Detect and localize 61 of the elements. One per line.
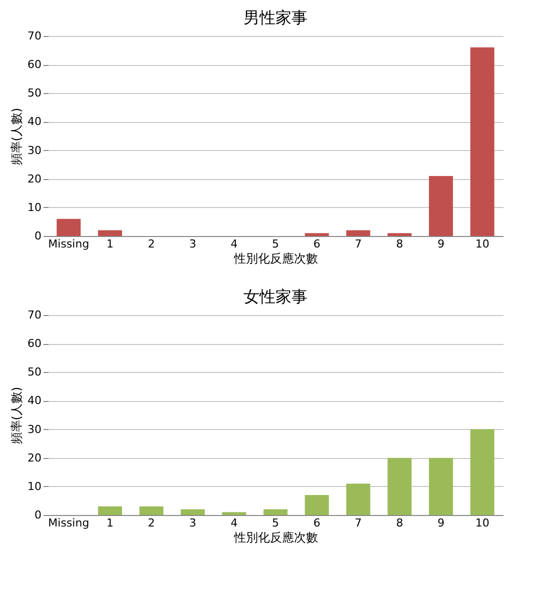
x-tick-label: 7 [354, 516, 362, 530]
x-tick-label: 8 [396, 238, 404, 250]
y-tick-label: 10 [28, 480, 42, 493]
x-tick-label: 9 [437, 238, 444, 250]
y-tick-label: 40 [28, 394, 42, 408]
bar [56, 218, 81, 236]
x-tick-label: 3 [189, 516, 196, 530]
y-tick-label: 10 [28, 200, 42, 214]
y-tick-label: 70 [28, 308, 42, 322]
bar [388, 233, 412, 236]
x-tick-label: 4 [230, 516, 238, 530]
y-tick-label: 30 [28, 422, 42, 436]
x-tick-label: 3 [189, 238, 196, 250]
y-axis-title: 頻率(人數) [10, 386, 24, 444]
bar [304, 233, 329, 236]
x-tick-label: 1 [106, 238, 114, 250]
y-tick-label: 0 [34, 508, 42, 522]
bar [98, 506, 122, 515]
bar [304, 495, 329, 515]
bar [470, 47, 494, 236]
x-tick-label: 1 [106, 516, 114, 530]
y-tick-label: 0 [34, 230, 42, 242]
y-tick-label: 60 [28, 337, 42, 350]
chart-title: 男性家事 [244, 8, 308, 27]
x-tick-label: 7 [354, 238, 362, 250]
bar [264, 509, 288, 515]
x-tick-label: 10 [475, 238, 490, 250]
x-tick-label: 4 [230, 238, 238, 250]
y-tick-label: 20 [28, 451, 42, 464]
x-tick-label: Missing [48, 516, 90, 530]
y-tick-label: 30 [28, 144, 42, 157]
x-tick-label: 5 [272, 516, 279, 530]
x-tick-label: 10 [475, 516, 490, 530]
x-tick-label: 2 [148, 516, 155, 530]
x-axis-title: 性別化反應次數 [233, 530, 318, 544]
y-tick-label: 50 [28, 366, 42, 379]
bar [98, 230, 122, 236]
y-tick-label: 20 [28, 172, 42, 186]
x-axis-title: 性別化反應次數 [233, 252, 318, 266]
bar [470, 429, 494, 515]
x-tick-label: 2 [148, 238, 155, 250]
bar [388, 458, 412, 515]
x-tick-label: 9 [437, 516, 444, 530]
bar [346, 484, 370, 515]
bar [428, 458, 453, 515]
x-tick-label: Missing [48, 238, 90, 250]
x-tick-label: 6 [313, 238, 320, 250]
y-tick-label: 70 [28, 30, 42, 42]
bar [139, 506, 164, 515]
y-axis-title: 頻率(人數) [10, 108, 24, 166]
bar [180, 509, 205, 515]
bar [222, 512, 246, 515]
x-tick-label: 6 [313, 516, 320, 530]
chart-title: 女性家事 [244, 287, 308, 306]
y-tick-label: 60 [28, 58, 42, 72]
bar [428, 176, 453, 236]
y-tick-label: 40 [28, 115, 42, 128]
x-tick-label: 5 [272, 238, 279, 250]
y-tick-label: 50 [28, 86, 42, 100]
x-tick-label: 8 [396, 516, 404, 530]
bar [346, 230, 370, 236]
